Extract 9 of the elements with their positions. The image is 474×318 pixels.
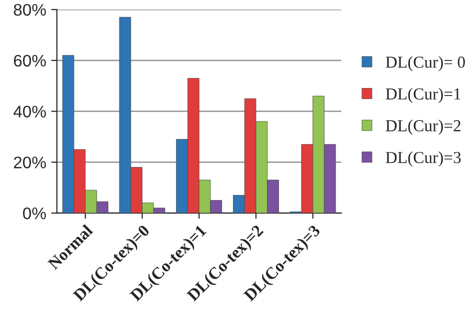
legend-label: DL(Cur)= 0 <box>386 56 465 72</box>
y-tick-label: 40% <box>13 106 46 118</box>
y-tick-label: 60% <box>14 54 46 67</box>
legend-label: DL(Cur)=3 <box>386 151 461 167</box>
y-tick-label: 80% <box>14 4 46 16</box>
y-tick-label: 20% <box>14 156 46 168</box>
legend-label: DL(Cur)=1 <box>386 88 460 103</box>
y-tick-label: 0% <box>23 207 46 220</box>
legend-label: DL(Cur)=2 <box>386 120 460 135</box>
